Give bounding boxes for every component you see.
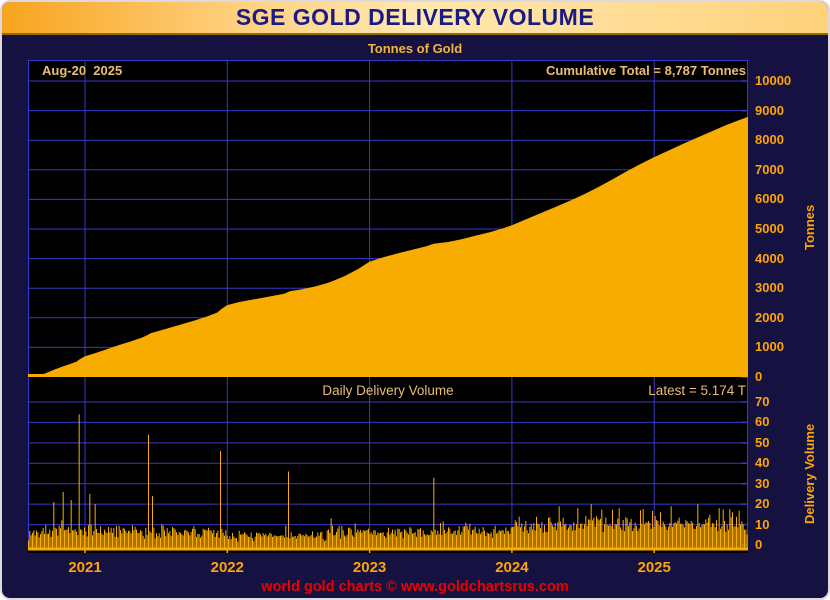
tonnes-tick-label: 1000 [755,339,784,355]
volume-tick-label: 10 [755,516,770,532]
chart-subtitle: Tonnes of Gold [367,41,463,56]
footer-credit: world gold charts © www.goldchartsrus.co… [261,579,569,595]
year-tick-label: 2025 [637,559,671,576]
window-title: SGE GOLD DELIVERY VOLUME [235,4,595,30]
cumulative-total-label: Cumulative Total = 8,787 Tonnes [546,63,746,78]
tonnes-tick-label: 0 [755,369,763,384]
volume-tick-label: 30 [755,475,770,491]
tonnes-tick-label: 7000 [755,161,784,177]
title-bar: SGE GOLD DELIVERY VOLUME [2,2,828,35]
year-tick-label: 2021 [68,559,102,576]
daily-panel-title: Daily Delivery Volume [322,383,454,398]
year-tick-label: 2023 [352,559,387,576]
volume-tick-label: 50 [755,434,770,450]
volume-tick-label: 0 [755,537,763,552]
tonnes-tick-label: 5000 [755,221,784,236]
latest-value-label: Latest = 5.174 T [648,383,746,398]
tonnes-tick-label: 6000 [755,191,784,207]
tonnes-tick-label: 8000 [755,132,784,148]
volume-tick-label: 20 [755,496,770,512]
volume-tick-label: 60 [755,414,770,430]
volume-tick-label: 70 [755,394,770,409]
date-label: Aug-20 2025 [42,63,123,78]
y-axis-title-tonnes: Tonnes [802,204,817,250]
y-axis-title-delivery-volume: Delivery Volume [802,423,817,525]
tonnes-tick-label: 9000 [755,102,784,118]
tonnes-tick-label: 3000 [755,280,784,296]
tonnes-tick-label: 4000 [755,250,784,266]
tonnes-tick-label: 2000 [755,309,784,325]
tonnes-tick-label: 10000 [755,73,792,88]
cumulative-area-chart [28,60,748,379]
volume-tick-label: 40 [755,455,770,471]
year-tick-label: 2022 [210,559,244,576]
year-tick-label: 2024 [495,559,529,576]
daily-volume-bar-chart [28,379,748,553]
